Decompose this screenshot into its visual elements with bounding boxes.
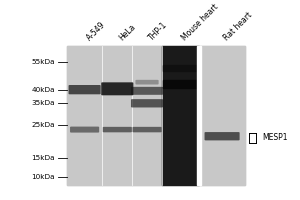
Bar bbox=[132, 46, 162, 185]
Text: THP-1: THP-1 bbox=[147, 20, 169, 42]
Text: Mouse heart: Mouse heart bbox=[181, 2, 220, 42]
Text: HeLa: HeLa bbox=[117, 22, 137, 42]
FancyBboxPatch shape bbox=[103, 127, 132, 132]
FancyBboxPatch shape bbox=[131, 87, 163, 95]
FancyBboxPatch shape bbox=[133, 127, 162, 132]
FancyBboxPatch shape bbox=[69, 85, 101, 94]
FancyBboxPatch shape bbox=[205, 132, 240, 140]
Bar bbox=[163, 80, 198, 88]
Bar bbox=[163, 65, 198, 71]
FancyBboxPatch shape bbox=[70, 127, 99, 133]
Bar bbox=[102, 46, 132, 185]
Bar bbox=[67, 46, 102, 185]
Bar bbox=[199, 46, 245, 185]
Bar bbox=[67, 46, 245, 185]
Text: Rat heart: Rat heart bbox=[222, 10, 254, 42]
Text: 35kDa: 35kDa bbox=[32, 100, 55, 106]
Bar bbox=[162, 46, 199, 185]
Bar bbox=[197, 46, 201, 185]
Text: 15kDa: 15kDa bbox=[32, 155, 55, 161]
Text: MESP1: MESP1 bbox=[262, 133, 288, 142]
Text: 40kDa: 40kDa bbox=[32, 87, 55, 93]
Text: A-549: A-549 bbox=[85, 20, 107, 42]
Text: 25kDa: 25kDa bbox=[32, 122, 55, 128]
FancyBboxPatch shape bbox=[131, 99, 163, 107]
Text: 10kDa: 10kDa bbox=[32, 174, 55, 180]
FancyBboxPatch shape bbox=[101, 82, 134, 95]
Text: 55kDa: 55kDa bbox=[32, 59, 55, 65]
FancyBboxPatch shape bbox=[135, 80, 159, 85]
